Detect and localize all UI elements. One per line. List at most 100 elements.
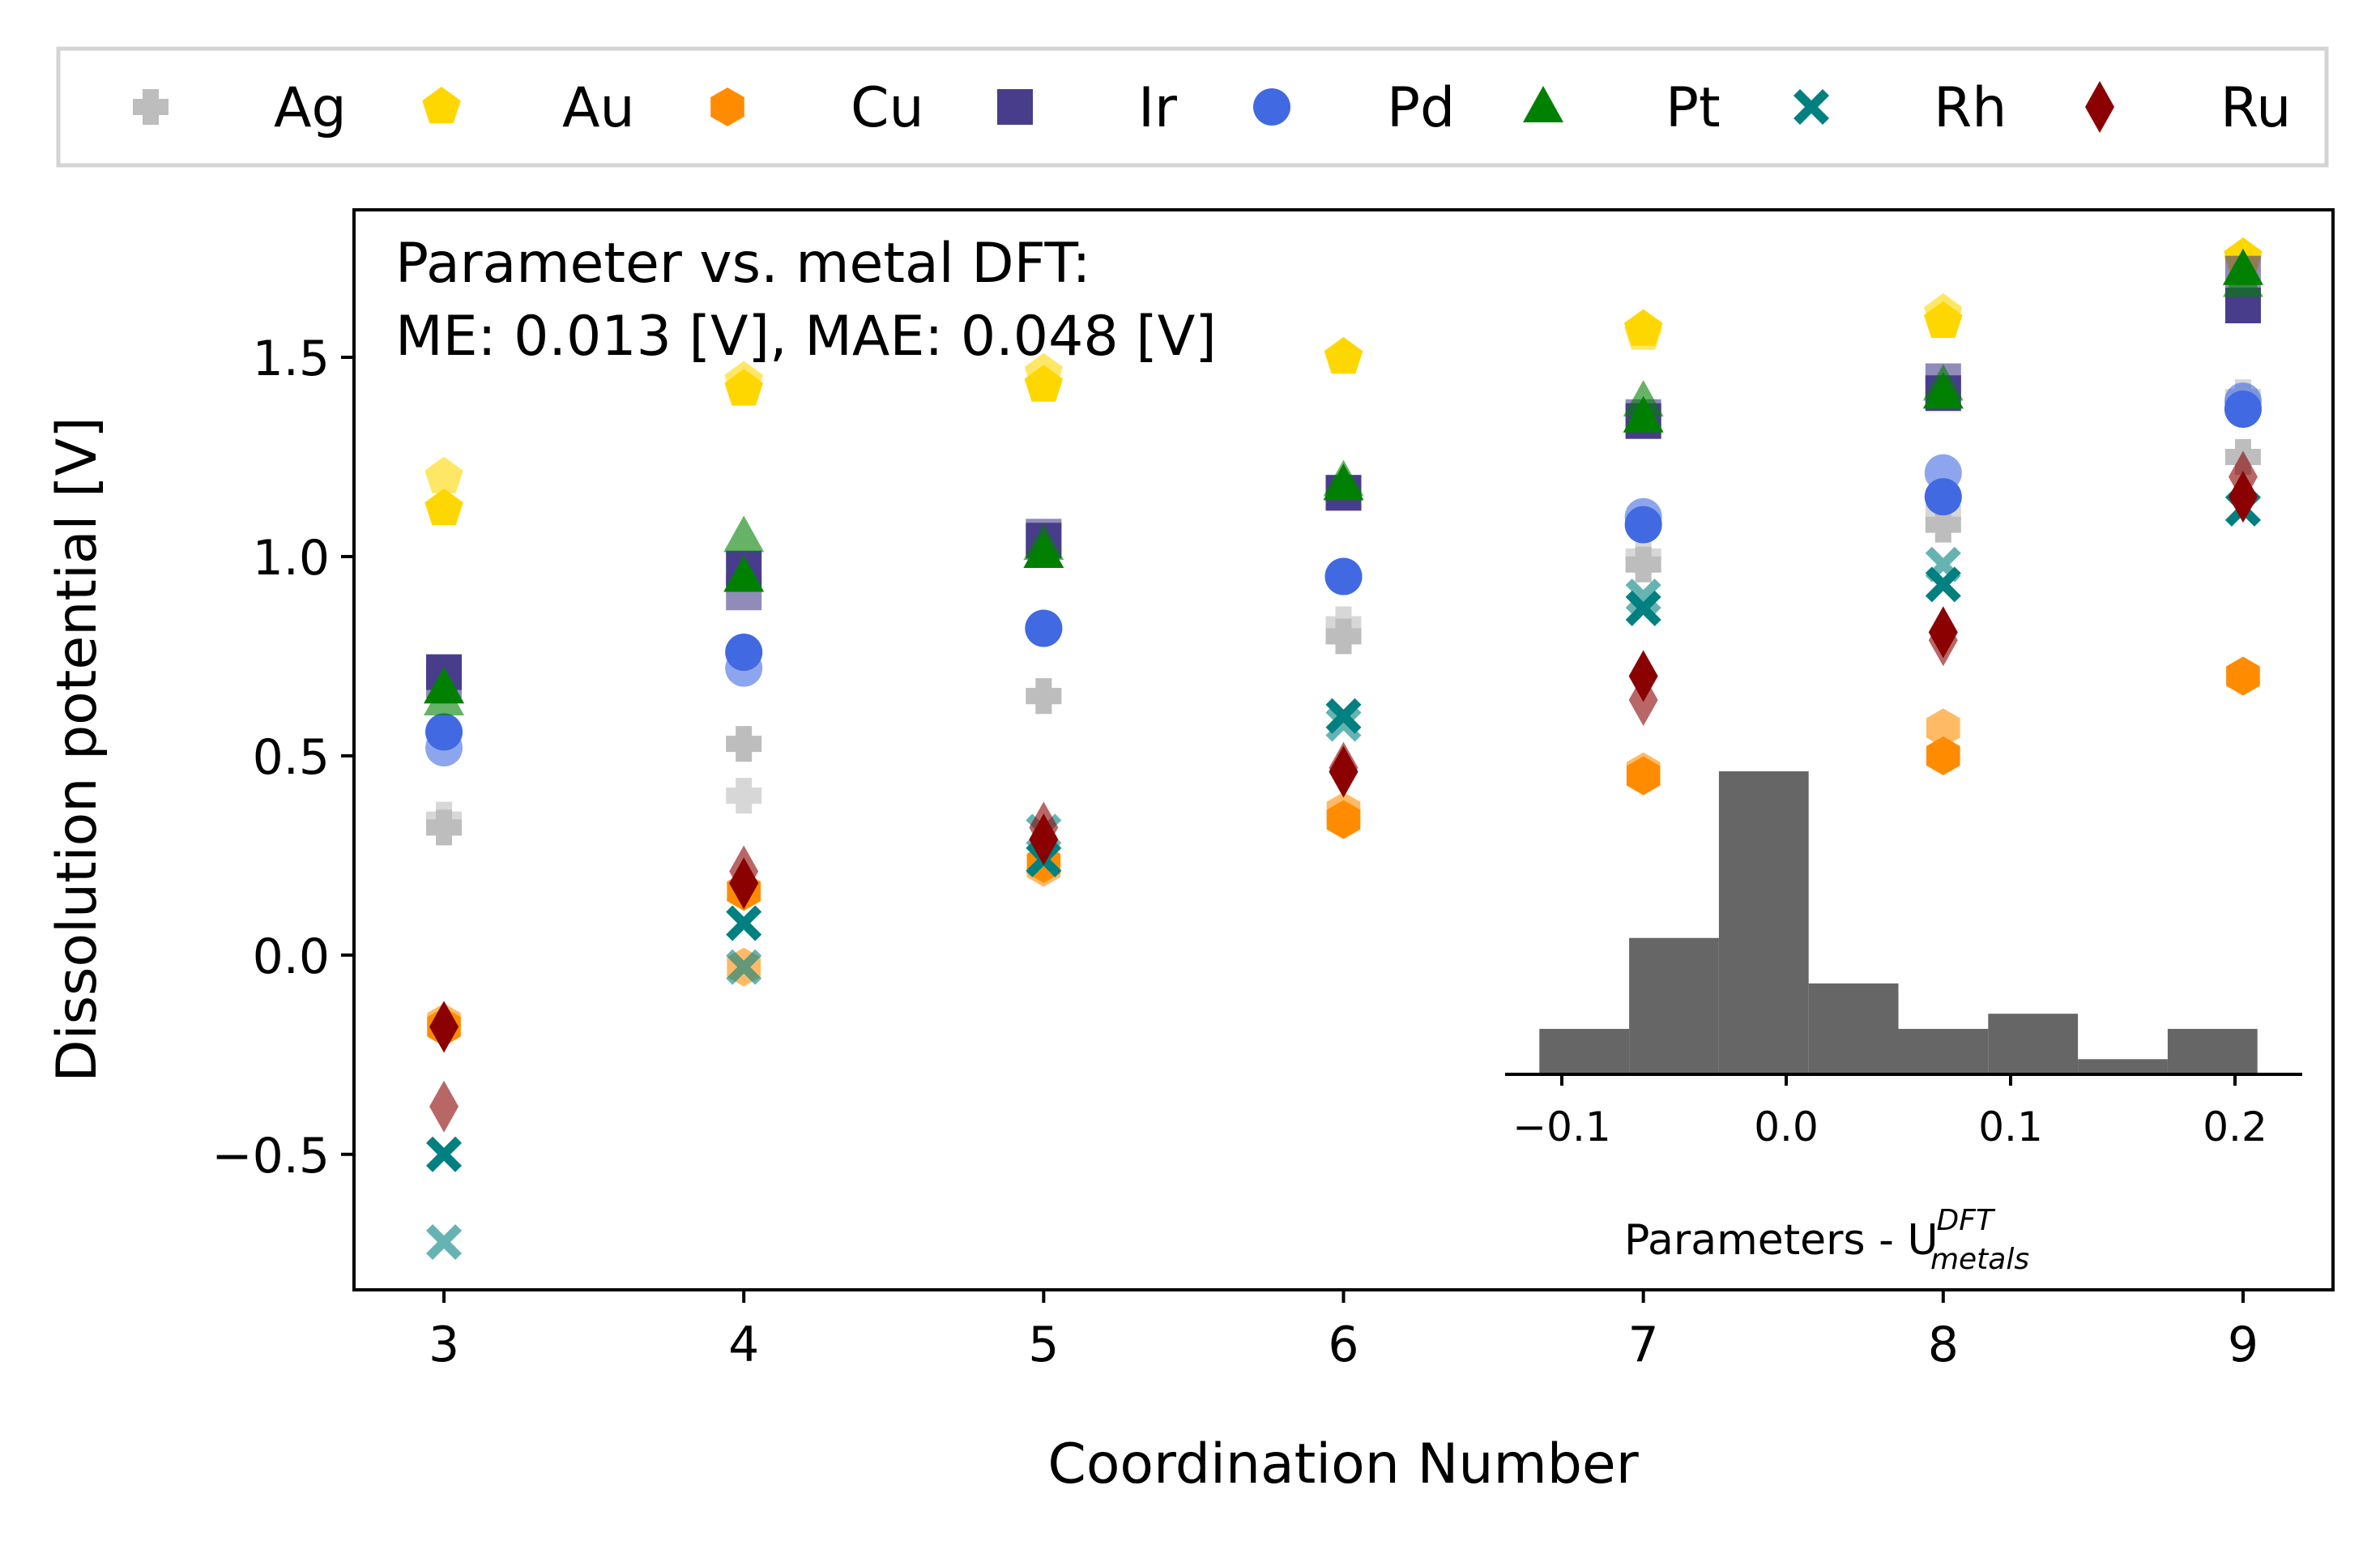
y-tick-label: 1.5 — [253, 331, 330, 387]
legend-label-pt: Pt — [1666, 76, 1721, 140]
legend-marker-cu — [710, 88, 744, 126]
legend-items: Ag Au Cu Ir Pd Pt Rh Ru — [133, 76, 2291, 140]
point-pd-parameter — [1324, 557, 1363, 595]
legend-label-au: Au — [562, 76, 635, 140]
x-axis-label: Coordination Number — [1047, 1432, 1638, 1496]
y-tick-label: 1.0 — [253, 530, 330, 587]
inset-x-axis-label-sup: DFT — [1937, 1204, 1996, 1237]
y-axis-label: Dissolution potential [V] — [45, 416, 109, 1082]
inset-x-tick-label: −0.1 — [1512, 1103, 1610, 1150]
point-au-parameter — [1924, 301, 1963, 338]
x-tick-label: 4 — [728, 1317, 759, 1373]
histogram-bar — [1988, 1014, 2079, 1074]
point-ag-parameter — [1925, 506, 1961, 543]
point-au-parameter — [1623, 309, 1663, 346]
x-tick-label: 8 — [1928, 1317, 1959, 1373]
point-ag-parameter — [426, 809, 463, 846]
x-tick-label: 5 — [1028, 1317, 1059, 1373]
point-ru-parameter — [2228, 471, 2258, 523]
point-pd-parameter — [425, 713, 463, 751]
legend-label-pd: Pd — [1387, 76, 1455, 140]
point-pd-parameter — [1924, 478, 1962, 516]
y-tick-label: −0.5 — [211, 1128, 330, 1185]
point-cu-dft — [1926, 708, 1960, 748]
histogram-bar — [1898, 1028, 1989, 1074]
legend-label-ru: Ru — [2220, 76, 2291, 140]
point-ru-parameter — [1329, 745, 1358, 798]
point-cu-parameter — [1926, 736, 1960, 775]
legend-marker-au — [422, 87, 461, 124]
histogram-bar — [2078, 1059, 2168, 1074]
legend-marker-ir — [997, 89, 1033, 125]
point-rh-dft — [426, 1223, 463, 1260]
point-au-parameter — [724, 369, 763, 406]
point-au-parameter — [1324, 337, 1363, 374]
y-tick-label: 0.5 — [253, 729, 330, 786]
point-pt-parameter — [1922, 372, 1964, 409]
point-ag-parameter — [1625, 546, 1661, 583]
point-pd-parameter — [1624, 506, 1662, 544]
x-tick-label: 7 — [1628, 1317, 1659, 1373]
histogram-bar — [1808, 983, 1899, 1074]
histogram-bar — [1718, 771, 1809, 1074]
point-cu-parameter — [1326, 800, 1361, 839]
point-pd-parameter — [725, 633, 763, 671]
legend-marker-pd — [1253, 88, 1290, 126]
histogram-bar — [2167, 1028, 2258, 1074]
point-pt-parameter — [723, 555, 765, 592]
point-pt-parameter — [1323, 463, 1364, 501]
stats-annotation-line-1: Parameter vs. metal DFT: — [395, 232, 1090, 296]
legend-marker-ag — [133, 89, 168, 125]
histogram-bar — [1629, 937, 1719, 1074]
point-ru-parameter — [1928, 606, 1958, 659]
inset-x-tick-label: 0.0 — [1754, 1103, 1819, 1150]
point-ru-parameter — [429, 1001, 459, 1053]
point-ru-parameter — [1628, 650, 1658, 702]
legend-label-cu: Cu — [851, 76, 924, 140]
point-rh-parameter — [1625, 590, 1661, 626]
point-au-dft — [424, 456, 463, 493]
legend-label-rh: Rh — [1934, 76, 2007, 140]
point-rh-parameter — [1325, 698, 1362, 734]
point-pt-parameter — [424, 667, 465, 704]
x-tick-label: 6 — [1328, 1317, 1358, 1373]
point-rh-dft — [726, 949, 762, 985]
point-ag-dft — [726, 778, 762, 814]
x-tick-label: 3 — [429, 1317, 459, 1373]
point-pd-parameter — [2224, 390, 2262, 428]
point-rh-parameter — [726, 905, 762, 941]
point-pt-parameter — [2222, 248, 2263, 285]
point-ag-parameter — [1026, 678, 1062, 715]
inset-x-tick-label: 0.1 — [1978, 1103, 2043, 1150]
x-ticks: 3 4 5 6 7 8 9 — [429, 1290, 2258, 1373]
inset-x-tick-label: 0.2 — [2203, 1103, 2267, 1150]
point-pd-parameter — [1025, 609, 1063, 647]
point-pt-parameter — [1623, 395, 1664, 433]
point-ru-dft — [429, 1080, 459, 1133]
x-tick-label: 9 — [2228, 1317, 2258, 1373]
legend: Ag Au Cu Ir Pd Pt Rh Ru — [56, 46, 2329, 168]
point-au-parameter — [1024, 365, 1064, 402]
point-ag-parameter — [726, 726, 762, 762]
point-cu-parameter — [2226, 656, 2260, 696]
point-ru-parameter — [729, 857, 759, 910]
stats-annotation-line-2: ME: 0.013 [V], MAE: 0.048 [V] — [395, 305, 1217, 369]
y-ticks: −0.5 0.0 0.5 1.0 1.5 — [211, 331, 354, 1185]
main-plot: 3 4 5 6 7 8 9 −0.5 0.0 0.5 1.0 1.5 Coordination Nu… — [45, 208, 2335, 1496]
point-pt-dft — [723, 515, 765, 553]
point-pt-parameter — [1023, 531, 1064, 569]
point-rh-dft — [1325, 706, 1362, 742]
point-rh-parameter — [426, 1136, 463, 1172]
point-ag-parameter — [1325, 618, 1362, 655]
y-tick-label: 0.0 — [253, 928, 330, 985]
inset-x-axis-label-sub: metals — [1930, 1243, 2029, 1276]
inset-histogram: −0.1 0.0 0.1 0.2 Parameters - UDFT metals — [1505, 771, 2302, 1276]
inset-x-ticks: −0.1 0.0 0.1 0.2 — [1512, 1074, 2267, 1150]
legend-marker-ru — [2085, 81, 2114, 133]
legend-label-ag: Ag — [274, 76, 347, 140]
point-cu-parameter — [1626, 756, 1661, 796]
point-au-parameter — [424, 488, 463, 526]
inset-x-axis-label-main: Parameters - U — [1624, 1216, 1939, 1265]
histogram-bars — [1539, 771, 2258, 1074]
